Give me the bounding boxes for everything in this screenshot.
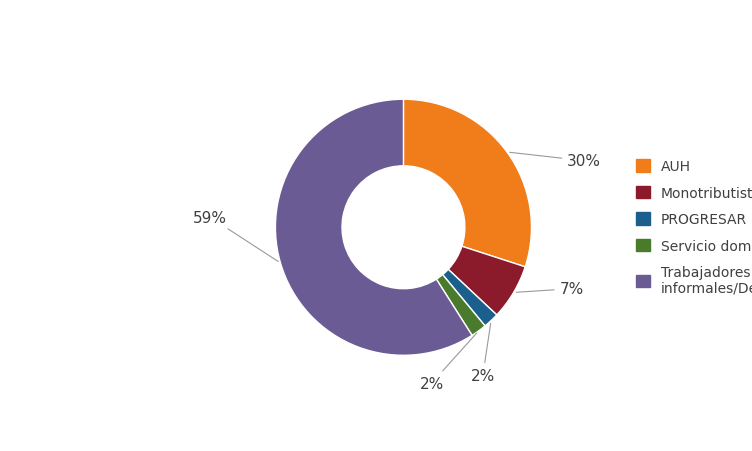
Wedge shape [275, 100, 472, 355]
Wedge shape [448, 247, 525, 315]
Text: 2%: 2% [420, 333, 477, 391]
Wedge shape [436, 275, 485, 336]
Wedge shape [443, 270, 497, 326]
Text: 2%: 2% [471, 324, 495, 383]
Text: 30%: 30% [510, 153, 602, 169]
Wedge shape [403, 100, 532, 267]
Text: 7%: 7% [517, 281, 584, 297]
Legend: AUH, Monotributistas, PROGRESAR, Servicio doméstico, Trabajadores
informales/Des: AUH, Monotributistas, PROGRESAR, Servici… [635, 160, 752, 296]
Text: 59%: 59% [193, 210, 278, 262]
